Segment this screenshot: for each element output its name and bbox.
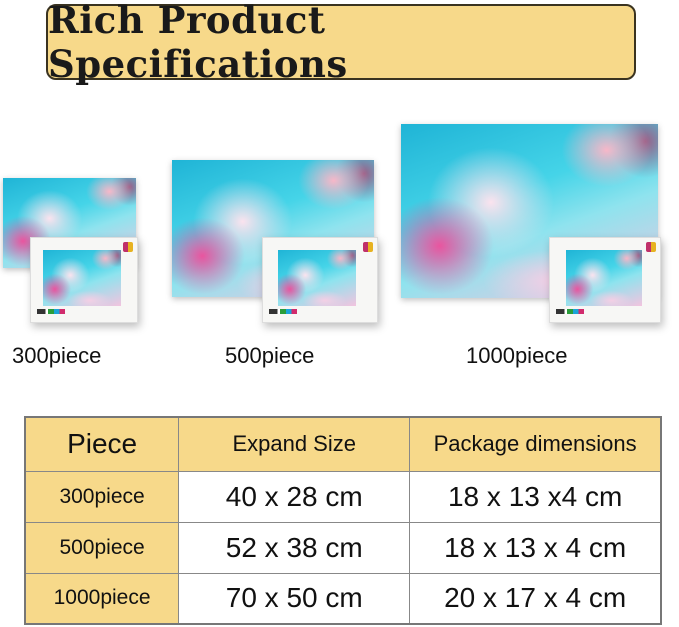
cell-package: 18 x 13 x4 cm: [409, 470, 662, 523]
box-art: [566, 250, 642, 306]
title-banner: Rich Product Specifications: [46, 0, 636, 86]
cell-package: 20 x 17 x 4 cm: [409, 572, 662, 625]
puzzle-box-1000: [549, 237, 661, 323]
spec-table: Piece Expand Size Package dimensions 300…: [24, 416, 662, 625]
barcode-icon: [556, 309, 584, 314]
cell-piece: 500piece: [24, 521, 180, 574]
page-title: Rich Product Specifications: [48, 0, 348, 86]
cell-expand-size: 70 x 50 cm: [178, 572, 411, 625]
puzzle-box-500: [262, 237, 378, 323]
table-row: 300piece 40 x 28 cm 18 x 13 x4 cm: [24, 470, 662, 523]
table-header-row: Piece Expand Size Package dimensions: [24, 416, 662, 472]
brand-logo-icon: [646, 242, 656, 252]
size-label-300: 300piece: [12, 343, 102, 368]
cell-package: 18 x 13 x 4 cm: [409, 521, 662, 574]
barcode-icon: [269, 309, 297, 314]
brand-logo-icon: [363, 242, 373, 252]
header-piece: Piece: [24, 416, 180, 472]
brand-logo-icon: [123, 242, 133, 252]
table-row: 500piece 52 x 38 cm 18 x 13 x 4 cm: [24, 521, 662, 574]
barcode-icon: [37, 309, 65, 314]
box-art: [43, 250, 121, 306]
puzzle-box-300: [30, 237, 138, 323]
cell-expand-size: 40 x 28 cm: [178, 470, 411, 523]
size-label-1000: 1000piece: [466, 343, 568, 368]
header-package-dimensions: Package dimensions: [409, 416, 662, 472]
table-row: 1000piece 70 x 50 cm 20 x 17 x 4 cm: [24, 572, 662, 625]
cell-expand-size: 52 x 38 cm: [178, 521, 411, 574]
cell-piece: 300piece: [24, 470, 180, 523]
size-label-500: 500piece: [225, 343, 315, 368]
box-art: [278, 250, 356, 306]
header-expand-size: Expand Size: [178, 416, 411, 472]
cell-piece: 1000piece: [24, 572, 180, 625]
